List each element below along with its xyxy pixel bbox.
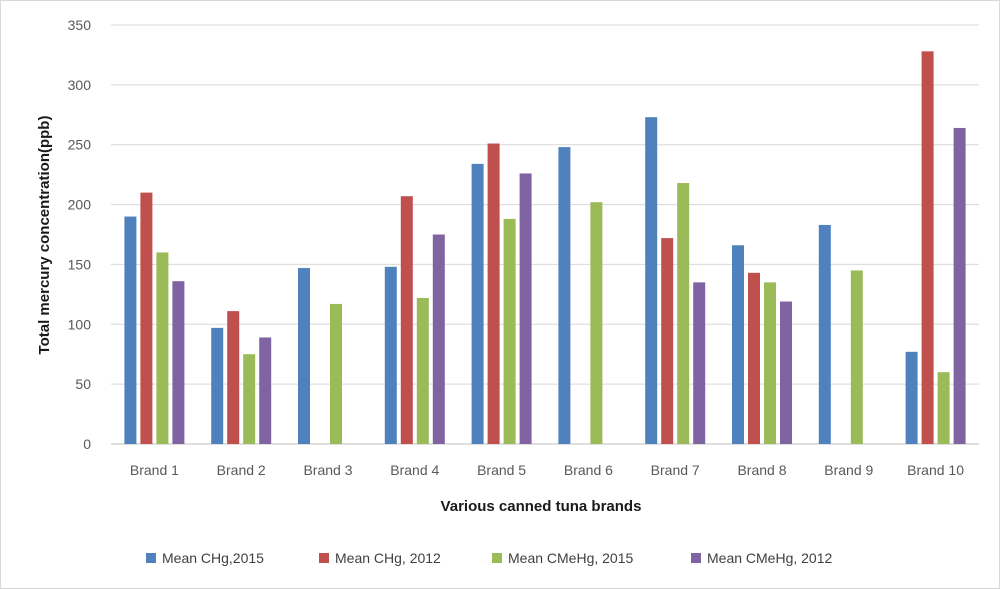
bar-brand-1-series-3: [156, 252, 169, 444]
x-axis-title: Various canned tuna brands: [441, 498, 642, 515]
bar-brand-2-series-2: [227, 311, 240, 444]
x-tick-label: Brand 5: [477, 462, 526, 478]
legend-label: Mean CHg, 2012: [335, 550, 441, 566]
x-tick-labels: Brand 1 Brand 2 Brand 3 Brand 4 Brand 5 Brand…: [130, 462, 964, 478]
bar-brand-5-series-3: [503, 218, 516, 444]
bar-brand-10-series-1: [905, 351, 918, 444]
y-tick-labels: 0 50 100 150 200 250 300 350: [68, 17, 92, 452]
bar-brand-5-series-4: [519, 173, 532, 444]
y-tick-label: 200: [68, 197, 92, 213]
legend-swatch: [492, 553, 502, 563]
gridlines: [111, 24, 979, 445]
bar-brand-4-series-2: [400, 196, 413, 444]
bar-brand-10-series-3: [937, 372, 950, 444]
y-tick-label: 300: [68, 77, 92, 93]
bar-brand-3-series-1: [298, 268, 310, 444]
y-tick-label: 0: [83, 436, 91, 452]
y-tick-label: 100: [68, 316, 92, 332]
y-tick-label: 350: [68, 17, 92, 33]
bar-brand-7-series-4: [693, 282, 706, 444]
y-tick-label: 50: [75, 376, 91, 392]
x-tick-label: Brand 3: [303, 462, 352, 478]
bar-brand-6-series-3: [590, 202, 603, 444]
y-tick-label: 150: [68, 256, 92, 272]
legend-swatch: [146, 553, 156, 563]
legend: Mean CHg,2015 Mean CHg, 2012 Mean CMeHg, 2…: [146, 550, 833, 566]
y-tick-label: 250: [68, 137, 92, 153]
bar-brand-7-series-2: [661, 238, 674, 444]
bar-brand-6-series-1: [558, 147, 571, 444]
x-tick-label: Brand 10: [907, 462, 964, 478]
legend-label: Mean CHg,2015: [162, 550, 264, 566]
bar-brand-2-series-1: [211, 327, 224, 444]
bar-brand-1-series-2: [140, 192, 153, 444]
x-tick-label: Brand 4: [390, 462, 439, 478]
bar-brand-5-series-2: [487, 143, 500, 444]
bar-brand-3-series-3: [330, 303, 342, 444]
bar-brand-1-series-1: [124, 216, 137, 444]
bar-brand-8-series-3: [764, 282, 776, 444]
bar-brand-4-series-3: [416, 297, 429, 444]
bar-brand-2-series-3: [243, 354, 256, 444]
bar-brand-8-series-4: [780, 301, 792, 444]
bar-brand-10-series-2: [921, 51, 934, 444]
x-tick-label: Brand 1: [130, 462, 179, 478]
x-tick-label: Brand 9: [824, 462, 873, 478]
legend-label: Mean CMeHg, 2015: [508, 550, 634, 566]
x-tick-label: Brand 2: [217, 462, 266, 478]
bar-brand-2-series-4: [259, 337, 272, 444]
bar-brand-4-series-4: [432, 234, 445, 444]
x-tick-label: Brand 8: [737, 462, 786, 478]
bar-brand-4-series-1: [384, 266, 397, 444]
legend-swatch: [319, 553, 329, 563]
bar-brand-7-series-3: [677, 183, 690, 444]
x-tick-label: Brand 7: [651, 462, 700, 478]
legend-label: Mean CMeHg, 2012: [707, 550, 833, 566]
bars: [124, 51, 966, 445]
bar-brand-10-series-4: [953, 127, 966, 444]
x-tick-label: Brand 6: [564, 462, 613, 478]
bar-brand-8-series-2: [748, 272, 760, 444]
bar-brand-8-series-1: [732, 245, 744, 444]
bar-brand-7-series-1: [645, 117, 658, 445]
y-axis-title: Total mercury concentration(ppb): [36, 116, 53, 355]
legend-swatch: [691, 553, 701, 563]
bar-brand-9-series-3: [850, 270, 863, 444]
bar-brand-1-series-4: [172, 281, 185, 444]
bar-brand-9-series-1: [818, 224, 831, 444]
bar-brand-5-series-1: [471, 163, 484, 444]
